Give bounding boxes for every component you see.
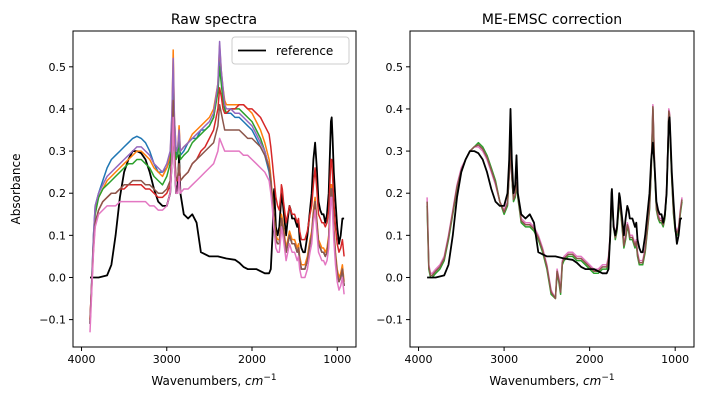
panel-raw-spectra: Raw spectra −0.1 0.0 0.1 0.2 0.3 0.4 0.5 4000 30…	[9, 12, 357, 388]
y-tick-label: 0.3	[386, 145, 404, 158]
x-tick-label: 4000	[68, 353, 96, 366]
x-tick-label: 2000	[576, 353, 604, 366]
plot-area-corrected: −0.1 0.0 0.1 0.2 0.3 0.4 0.5 4000 3000 2000 1000	[376, 30, 695, 366]
reference-line	[427, 108, 682, 279]
legend: reference	[231, 36, 350, 65]
y-tick-label: 0.5	[49, 61, 67, 74]
x-tick-label: 1000	[661, 353, 689, 366]
x-axis-label-text: Wavenumbers,	[151, 374, 245, 388]
spectrum-line-3	[89, 44, 345, 320]
x-axis-label-text: Wavenumbers,	[489, 374, 583, 388]
y-tick-label: −0.1	[376, 314, 403, 327]
y-tick-label: 0.0	[49, 271, 67, 284]
panel-title-corrected: ME-EMSC correction	[482, 12, 622, 28]
x-axis-label-exponent: −1	[601, 373, 614, 383]
panel-me-emsc-correction: ME-EMSC correction −0.1 0.0 0.1 0.2 0.3 0.4 0.…	[376, 12, 695, 388]
reference-line	[90, 108, 345, 279]
x-axis-label-exponent: −1	[263, 373, 276, 383]
x-tick-label: 3000	[490, 353, 518, 366]
panel-title-raw: Raw spectra	[171, 12, 257, 28]
x-axis-label-unit: cm	[583, 374, 601, 388]
legend-box	[231, 36, 350, 65]
y-tick-label: 0.4	[386, 103, 404, 116]
y-tick-label: 0.4	[49, 103, 67, 116]
axes-frame	[409, 30, 695, 348]
y-tick-label: −0.1	[39, 314, 66, 327]
series-group	[89, 40, 345, 333]
y-tick-label: 0.1	[49, 229, 67, 242]
spectrum-line-8	[89, 116, 345, 333]
axes-frame	[72, 30, 357, 348]
spectrum-line-5	[89, 87, 345, 320]
legend-reference-label: reference	[276, 44, 333, 58]
x-tick-label: 4000	[405, 353, 433, 366]
y-axis-label: Absorbance	[9, 154, 23, 225]
plot-area-raw: −0.1 0.0 0.1 0.2 0.3 0.4 0.5 4000 3000 2000 1000	[39, 30, 357, 366]
x-axis-label-unit: cm	[245, 374, 263, 388]
y-tick-label: 0.5	[386, 61, 404, 74]
y-tick-label: 0.3	[49, 145, 67, 158]
x-tick-label: 2000	[238, 353, 266, 366]
x-axis-label-corrected: Wavenumbers, cm−1	[489, 373, 614, 388]
spectrum-line-7	[89, 99, 345, 324]
y-tick-label: 0.0	[386, 271, 404, 284]
y-tick-label: 0.2	[49, 187, 67, 200]
x-tick-label: 1000	[323, 353, 351, 366]
x-tick-label: 3000	[153, 353, 181, 366]
x-axis-label-raw: Wavenumbers, cm−1	[151, 373, 276, 388]
series-group	[426, 103, 683, 300]
y-tick-label: 0.1	[386, 229, 404, 242]
y-tick-label: 0.2	[386, 187, 404, 200]
